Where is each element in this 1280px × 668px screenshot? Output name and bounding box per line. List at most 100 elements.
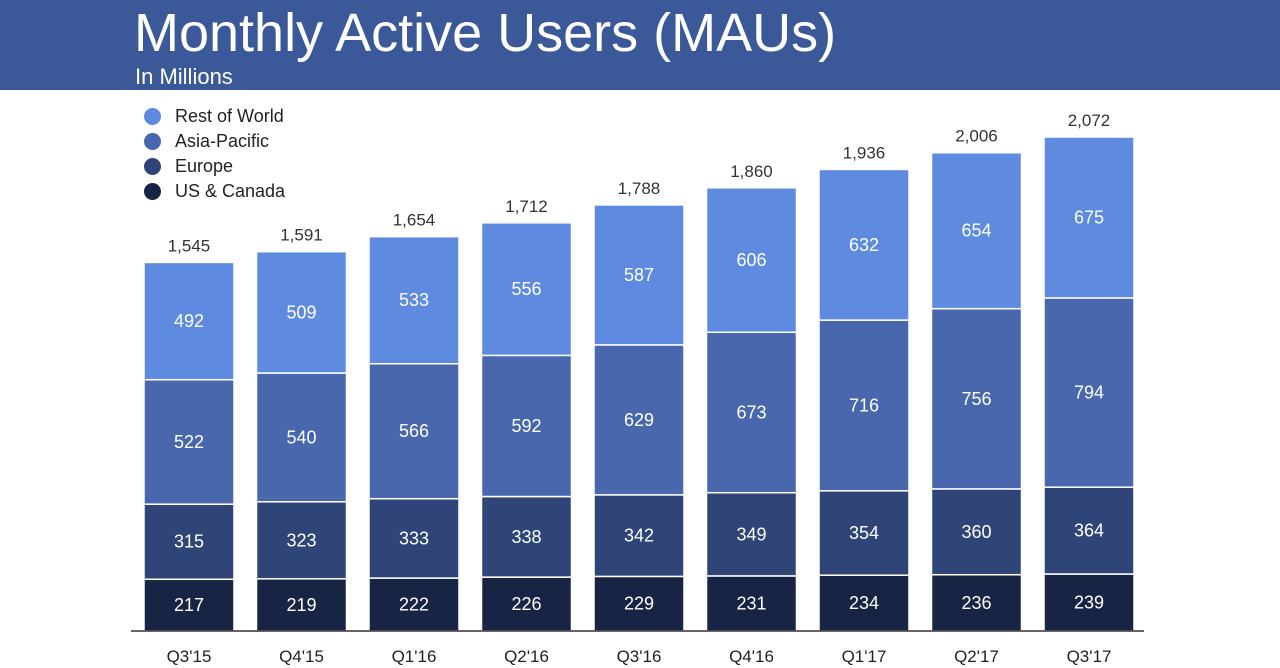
title-banner: Monthly Active Users (MAUs) In Millions (0, 0, 1280, 90)
x-tick-label: Q4'16 (729, 647, 774, 666)
data-label: 333 (399, 528, 429, 548)
bar-segment-europe (818, 490, 910, 576)
bar-segment-asia-pacific (143, 378, 235, 505)
x-tick-label: Q2'17 (954, 647, 999, 666)
total-label: 1,936 (843, 143, 886, 162)
bar-segment-rest-of-world (818, 168, 910, 321)
total-label: 1,545 (168, 236, 211, 255)
data-label: 349 (736, 524, 766, 544)
data-label: 226 (511, 594, 541, 614)
x-tick-label: Q3'15 (167, 647, 212, 666)
bar-segment-rest-of-world (480, 222, 573, 357)
data-label: 492 (174, 311, 204, 331)
data-label: 629 (624, 410, 654, 430)
x-tick-label: Q3'16 (617, 647, 662, 666)
data-label: 606 (736, 250, 766, 270)
legend-item-us-canada: US & Canada (144, 179, 285, 204)
bar-segment-rest-of-world (255, 250, 348, 374)
data-label: 231 (736, 593, 766, 613)
bar-segment-us-canada (368, 577, 460, 632)
legend-item-asia-pacific: Asia-Pacific (144, 129, 285, 154)
data-label: 323 (286, 530, 316, 550)
data-label: 239 (1074, 593, 1104, 613)
data-label: 342 (624, 526, 654, 546)
bar-segment-asia-pacific (705, 331, 798, 494)
data-label: 360 (961, 522, 991, 542)
data-label: 219 (286, 595, 316, 615)
bar-segment-us-canada (818, 574, 910, 632)
data-label: 654 (961, 221, 991, 241)
total-label: 2,006 (955, 127, 998, 146)
data-label: 716 (849, 395, 879, 415)
bar-segment-europe (368, 497, 460, 579)
x-tick-label: Q3'17 (1067, 647, 1112, 666)
data-label: 222 (399, 595, 429, 615)
data-label: 522 (174, 432, 204, 452)
bar-segment-rest-of-world (1043, 136, 1135, 299)
data-label: 234 (849, 593, 879, 613)
data-label: 632 (849, 235, 879, 255)
legend-swatch-rest-of-world (144, 108, 161, 125)
page-subtitle: In Millions (135, 64, 233, 89)
bar-segment-rest-of-world (705, 187, 798, 334)
bar-segment-europe (143, 503, 235, 581)
bar-segment-europe (705, 491, 798, 577)
data-label: 533 (399, 290, 429, 310)
x-tick-label: Q2'16 (504, 647, 549, 666)
data-label: 540 (286, 427, 316, 447)
data-label: 236 (961, 593, 991, 613)
x-tick-label: Q1'16 (392, 647, 437, 666)
bar-segment-asia-pacific (930, 307, 1023, 490)
bar-segment-asia-pacific (818, 319, 910, 492)
data-label: 354 (849, 523, 879, 543)
data-label: 217 (174, 595, 204, 615)
bar-segment-rest-of-world (368, 235, 460, 365)
total-label: 1,654 (393, 211, 436, 230)
legend-label: Europe (175, 156, 234, 176)
data-label: 338 (511, 527, 541, 547)
legend-label: Rest of World (175, 106, 284, 126)
data-label: 673 (736, 402, 766, 422)
legend-item-europe: Europe (144, 154, 285, 179)
bar-segment-us-canada (930, 573, 1023, 632)
bar-segment-rest-of-world (143, 261, 235, 381)
x-tick-label: Q1'17 (842, 647, 887, 666)
data-label: 756 (961, 389, 991, 409)
data-label: 587 (624, 265, 654, 285)
legend-swatch-europe (144, 158, 161, 175)
total-label: 1,788 (618, 179, 661, 198)
bar-segment-europe (480, 495, 573, 578)
bar-segment-rest-of-world (593, 204, 685, 346)
x-tick-label: Q4'15 (279, 647, 324, 666)
chart-legend: Rest of World Asia-Pacific Europe US & C… (144, 104, 285, 204)
total-label: 2,072 (1068, 111, 1111, 130)
data-label: 364 (1074, 521, 1104, 541)
bar-segment-asia-pacific (593, 344, 685, 496)
data-label: 794 (1074, 383, 1104, 403)
legend-label: US & Canada (175, 181, 286, 201)
data-label: 566 (399, 421, 429, 441)
bar-segment-asia-pacific (1043, 297, 1135, 488)
legend-swatch-us-canada (144, 183, 161, 200)
data-label: 229 (624, 594, 654, 614)
total-label: 1,860 (730, 162, 773, 181)
total-label: 1,712 (505, 197, 548, 216)
data-label: 675 (1074, 207, 1104, 227)
data-label: 592 (511, 416, 541, 436)
page-title: Monthly Active Users (MAUs) (134, 3, 837, 63)
bar-segment-europe (593, 494, 685, 578)
bar-segment-us-canada (593, 575, 685, 632)
bar-segment-europe (1043, 486, 1135, 575)
bar-segment-europe (255, 501, 348, 580)
legend-label: Asia-Pacific (175, 131, 270, 151)
bar-segment-us-canada (705, 575, 798, 632)
data-label: 509 (286, 302, 316, 322)
bar-segment-rest-of-world (930, 151, 1023, 310)
bar-segment-us-canada (1043, 573, 1135, 632)
legend-swatch-asia-pacific (144, 133, 161, 150)
total-label: 1,591 (280, 226, 323, 245)
legend-item-rest-of-world: Rest of World (144, 104, 285, 129)
data-label: 556 (511, 279, 541, 299)
bar-segment-asia-pacific (480, 354, 573, 498)
